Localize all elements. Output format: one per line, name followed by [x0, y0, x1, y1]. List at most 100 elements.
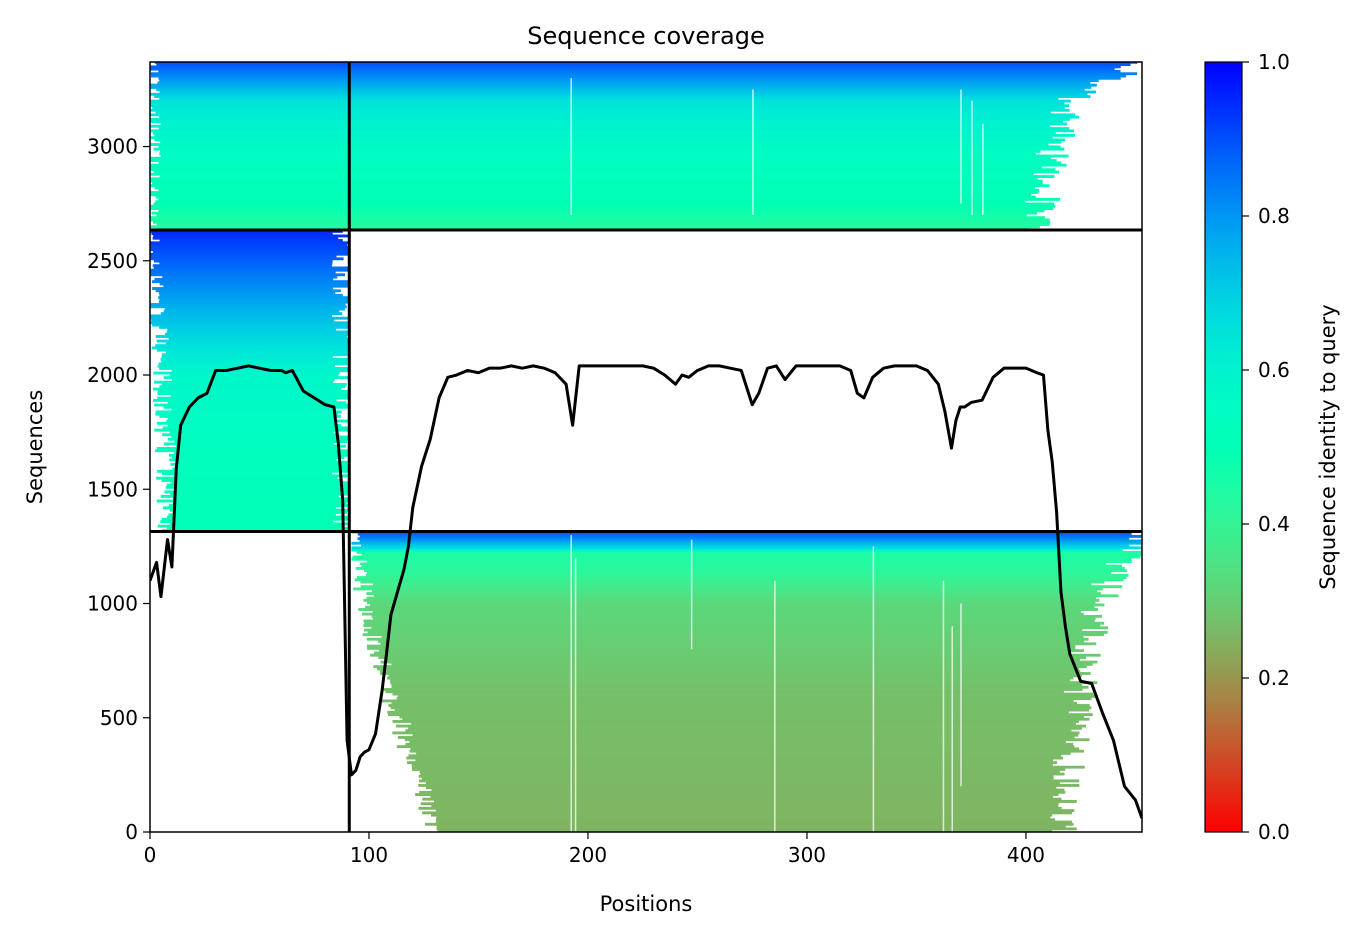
heatmap-row: [162, 426, 350, 430]
heatmap-row: [378, 640, 1085, 643]
heatmap-row: [162, 275, 338, 279]
heatmap-row: [159, 79, 1099, 83]
heatmap-row: [418, 806, 1062, 810]
heatmap-block-top: [150, 62, 1138, 231]
heatmap-row: [419, 790, 1066, 794]
heatmap-row: [156, 499, 350, 503]
heatmap-row: [170, 462, 350, 466]
heatmap-row: [155, 412, 339, 416]
y-tick-label: 0: [125, 820, 138, 844]
heatmap-row: [155, 111, 1051, 114]
heatmap-row: [378, 656, 1086, 659]
colorbar-tick-label: 0.4: [1258, 512, 1290, 536]
heatmap-row: [152, 280, 350, 284]
heatmap-row: [158, 300, 349, 304]
heatmap-row: [430, 795, 1053, 799]
heatmap-row: [370, 603, 1105, 607]
heatmap-row: [166, 526, 350, 530]
heatmap-row: [351, 548, 1123, 552]
heatmap-row: [156, 348, 349, 352]
heatmap-row: [421, 777, 1054, 781]
heatmap-row: [159, 282, 350, 286]
heatmap-row: [411, 763, 1053, 767]
heatmap-row: [156, 223, 1050, 226]
heatmap-row: [356, 576, 1127, 579]
heatmap-row: [353, 587, 1103, 591]
heatmap-row: [155, 410, 342, 414]
colorbar-tick-label: 0.8: [1258, 204, 1290, 228]
heatmap-row: [150, 248, 350, 252]
heatmap-row: [357, 537, 1130, 541]
heatmap-row: [364, 569, 1127, 573]
heatmap-row: [418, 784, 1080, 787]
heatmap-row: [420, 772, 1065, 776]
heatmap-row: [152, 131, 1056, 135]
heatmap-row: [412, 765, 1085, 769]
heatmap-row: [153, 371, 340, 375]
heatmap-row: [154, 62, 1138, 64]
heatmap-row: [436, 825, 1066, 829]
heatmap-row: [165, 351, 350, 354]
heatmap-row: [168, 504, 350, 507]
heatmap-row: [363, 624, 1101, 627]
heatmap-row: [358, 608, 1098, 611]
heatmap-row: [158, 115, 1080, 119]
heatmap-row: [150, 124, 1050, 128]
heatmap-row: [422, 811, 1072, 815]
heatmap-row: [169, 373, 339, 377]
heatmap-row: [381, 699, 1074, 703]
colorbar-tick-label: 0.0: [1258, 820, 1290, 844]
heatmap-row: [386, 658, 1081, 662]
heatmap-row: [159, 90, 1097, 94]
heatmap-row: [372, 617, 1096, 621]
heatmap-row: [434, 800, 1077, 803]
heatmap-row: [165, 485, 350, 489]
heatmap-row: [153, 259, 333, 263]
heatmap-row: [150, 99, 1071, 103]
heatmap-row: [158, 70, 1121, 73]
heatmap-row: [150, 252, 350, 256]
heatmap-block-bottom: [351, 531, 1142, 832]
heatmap-row: [408, 754, 1062, 758]
heatmap-row: [157, 392, 349, 396]
heatmap-row: [150, 193, 1032, 197]
heatmap-row: [158, 209, 1045, 213]
heatmap-row: [158, 362, 350, 366]
heatmap-row: [437, 829, 1053, 832]
heatmap-row: [164, 332, 350, 336]
heatmap-row: [397, 694, 1098, 698]
heatmap-row: [151, 319, 335, 322]
x-tick-label: 0: [144, 843, 157, 867]
heatmap-row: [158, 296, 350, 300]
heatmap-row: [351, 541, 1142, 545]
y-tick-label: 500: [100, 706, 138, 730]
heatmap-row: [355, 566, 1125, 570]
heatmap-row: [150, 179, 1043, 183]
heatmap-row: [163, 309, 340, 313]
heatmap-row: [170, 492, 350, 496]
gap-stripe: [574, 557, 577, 832]
heatmap-row: [150, 255, 337, 258]
y-axis-label: Sequences: [23, 390, 47, 505]
heatmap-row: [363, 598, 1100, 602]
heatmap-row: [388, 674, 1082, 678]
heatmap-row: [152, 323, 349, 327]
heatmap-row: [154, 277, 334, 281]
heatmap-row: [159, 152, 1036, 156]
heatmap-row: [160, 140, 1062, 144]
heatmap-row: [387, 710, 1069, 714]
heatmap-row: [157, 396, 350, 400]
heatmap-row: [157, 469, 350, 473]
heatmap-row: [410, 722, 1076, 726]
heatmap-row: [412, 733, 1079, 737]
heatmap-row: [153, 399, 337, 402]
heatmap-row: [161, 355, 333, 359]
heatmap-row: [159, 415, 341, 418]
heatmap-row: [408, 726, 1082, 730]
heatmap-row: [167, 417, 335, 421]
heatmap-row: [365, 573, 1129, 577]
heatmap-row: [172, 501, 347, 505]
heatmap-row: [176, 460, 350, 464]
heatmap-row: [419, 770, 1060, 774]
heatmap-row: [159, 175, 1055, 178]
